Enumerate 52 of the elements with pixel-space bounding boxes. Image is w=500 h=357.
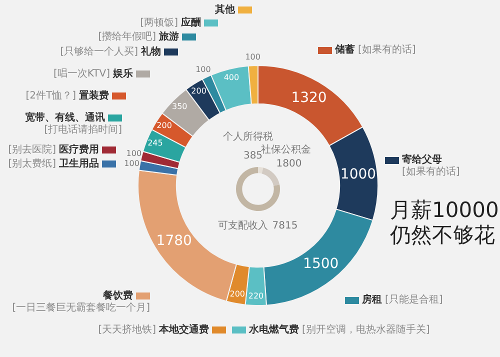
slice-label: 个人所得税	[223, 130, 273, 143]
legend-label: 餐饮费	[102, 290, 133, 302]
text: [只能是合租]	[385, 294, 443, 306]
data-label: 100	[126, 149, 142, 158]
data-label: 1000	[340, 166, 376, 182]
data-label: 200	[156, 121, 172, 130]
slice-label: 储蓄	[334, 44, 355, 56]
legend-label: 医疗费用	[59, 144, 99, 156]
text: [如果有的话]	[358, 44, 416, 56]
legend-label: 卫生用品	[58, 158, 99, 170]
slice-label: 社保公积金	[261, 144, 311, 156]
legend-label: 本地交通费	[158, 324, 209, 336]
data-label: 200	[191, 86, 206, 96]
slice-label: 寄给父母	[402, 154, 442, 166]
data-label: 350	[172, 102, 188, 111]
text: [天天挤地铁]	[98, 324, 156, 336]
data-label: 1320	[291, 90, 327, 106]
data-label: 385	[243, 150, 263, 162]
text: [打电话请掐时间]	[44, 124, 122, 136]
legend-label: 其他	[214, 4, 236, 16]
text: 月薪10000	[390, 198, 499, 223]
slice-label: 水电燃气费	[248, 324, 299, 336]
text: [只够给一个人买]	[60, 46, 138, 58]
text: [一日三餐巨无霸套餐吃一个月]	[12, 302, 150, 314]
legend-label: 娱乐	[112, 68, 133, 80]
legend-label: 置装费	[78, 90, 109, 102]
legend-label: 宽带、有线、通讯	[25, 112, 105, 124]
legend-label: 礼物	[140, 46, 161, 58]
data-label: 400	[224, 72, 240, 82]
data-label: 100	[245, 52, 260, 62]
slice-label: 可支配收入	[218, 220, 268, 232]
data-label: 200	[230, 290, 246, 299]
data-label: 1780	[156, 233, 192, 250]
slice-label: 房租	[361, 294, 382, 306]
text: [两顿饭]	[140, 18, 178, 29]
data-label: 100	[124, 159, 140, 168]
data-label: 7815	[272, 220, 298, 232]
text: [别太费纸]	[8, 158, 56, 170]
legend-label: 旅游	[158, 30, 179, 43]
text: [别去医院]	[8, 144, 56, 156]
legend-label: 应酬	[180, 16, 201, 29]
text: 仍然不够花	[390, 223, 496, 248]
text: [2件T恤？]	[26, 90, 76, 102]
text: [如果有的话]	[402, 166, 460, 178]
text: [攒给年假吧]	[98, 32, 156, 43]
data-label: 220	[248, 292, 264, 301]
text: [别开空调，电热水器随手关]	[302, 324, 430, 336]
data-label: 1800	[276, 158, 302, 170]
data-label: 100	[196, 64, 211, 74]
data-label: 245	[148, 138, 163, 148]
text: [唱一次KTV]	[53, 68, 110, 80]
data-label: 1500	[303, 256, 339, 272]
